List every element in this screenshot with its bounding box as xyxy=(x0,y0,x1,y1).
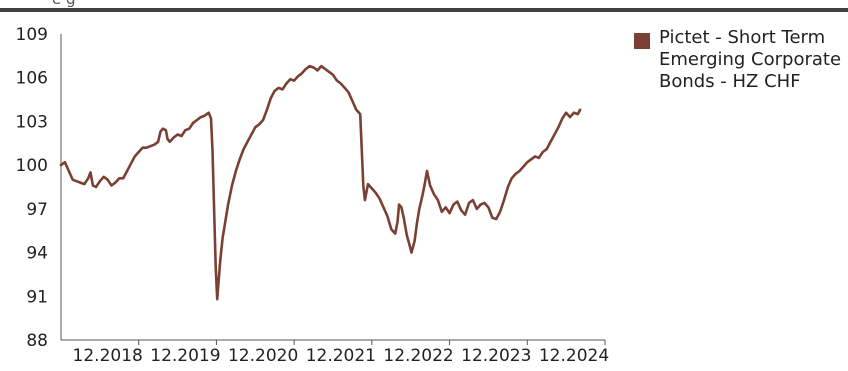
x-tick-label: 12.2018 xyxy=(73,346,143,366)
x-tick-label: 12.2019 xyxy=(150,346,220,366)
chart-axes xyxy=(60,34,605,341)
y-tick-label: 94 xyxy=(26,244,48,264)
x-tick-label: 12.2020 xyxy=(228,346,298,366)
y-tick-label: 91 xyxy=(26,287,48,307)
x-tick-label: 12.2021 xyxy=(306,346,376,366)
series-layer xyxy=(59,64,582,301)
y-tick-label: 103 xyxy=(16,112,48,132)
series-line-0 xyxy=(59,64,582,301)
legend-label: Pictet - Short Term Emerging Corporate B… xyxy=(659,27,842,92)
y-axis-ticks: 109 106 103 100 97 94 91 88 xyxy=(16,25,48,351)
x-tick-label: 12.2024 xyxy=(539,346,609,366)
header-title-fragment: e g xyxy=(52,0,76,8)
y-tick-label: 88 xyxy=(26,331,48,351)
x-axis-ticks: 12.2018 12.2019 12.2020 12.2021 12.2022 12.20… xyxy=(73,340,609,366)
x-tick-label: 12.2023 xyxy=(461,346,531,366)
x-tick-label: 12.2022 xyxy=(383,346,453,366)
chart-legend: Pictet - Short Term Emerging Corporate B… xyxy=(634,27,844,93)
header-rule xyxy=(0,8,848,12)
legend-swatch xyxy=(634,33,650,49)
y-tick-label: 106 xyxy=(16,69,48,89)
y-tick-label: 97 xyxy=(26,200,48,220)
y-tick-label: 100 xyxy=(16,156,48,176)
y-tick-label: 109 xyxy=(16,25,48,45)
